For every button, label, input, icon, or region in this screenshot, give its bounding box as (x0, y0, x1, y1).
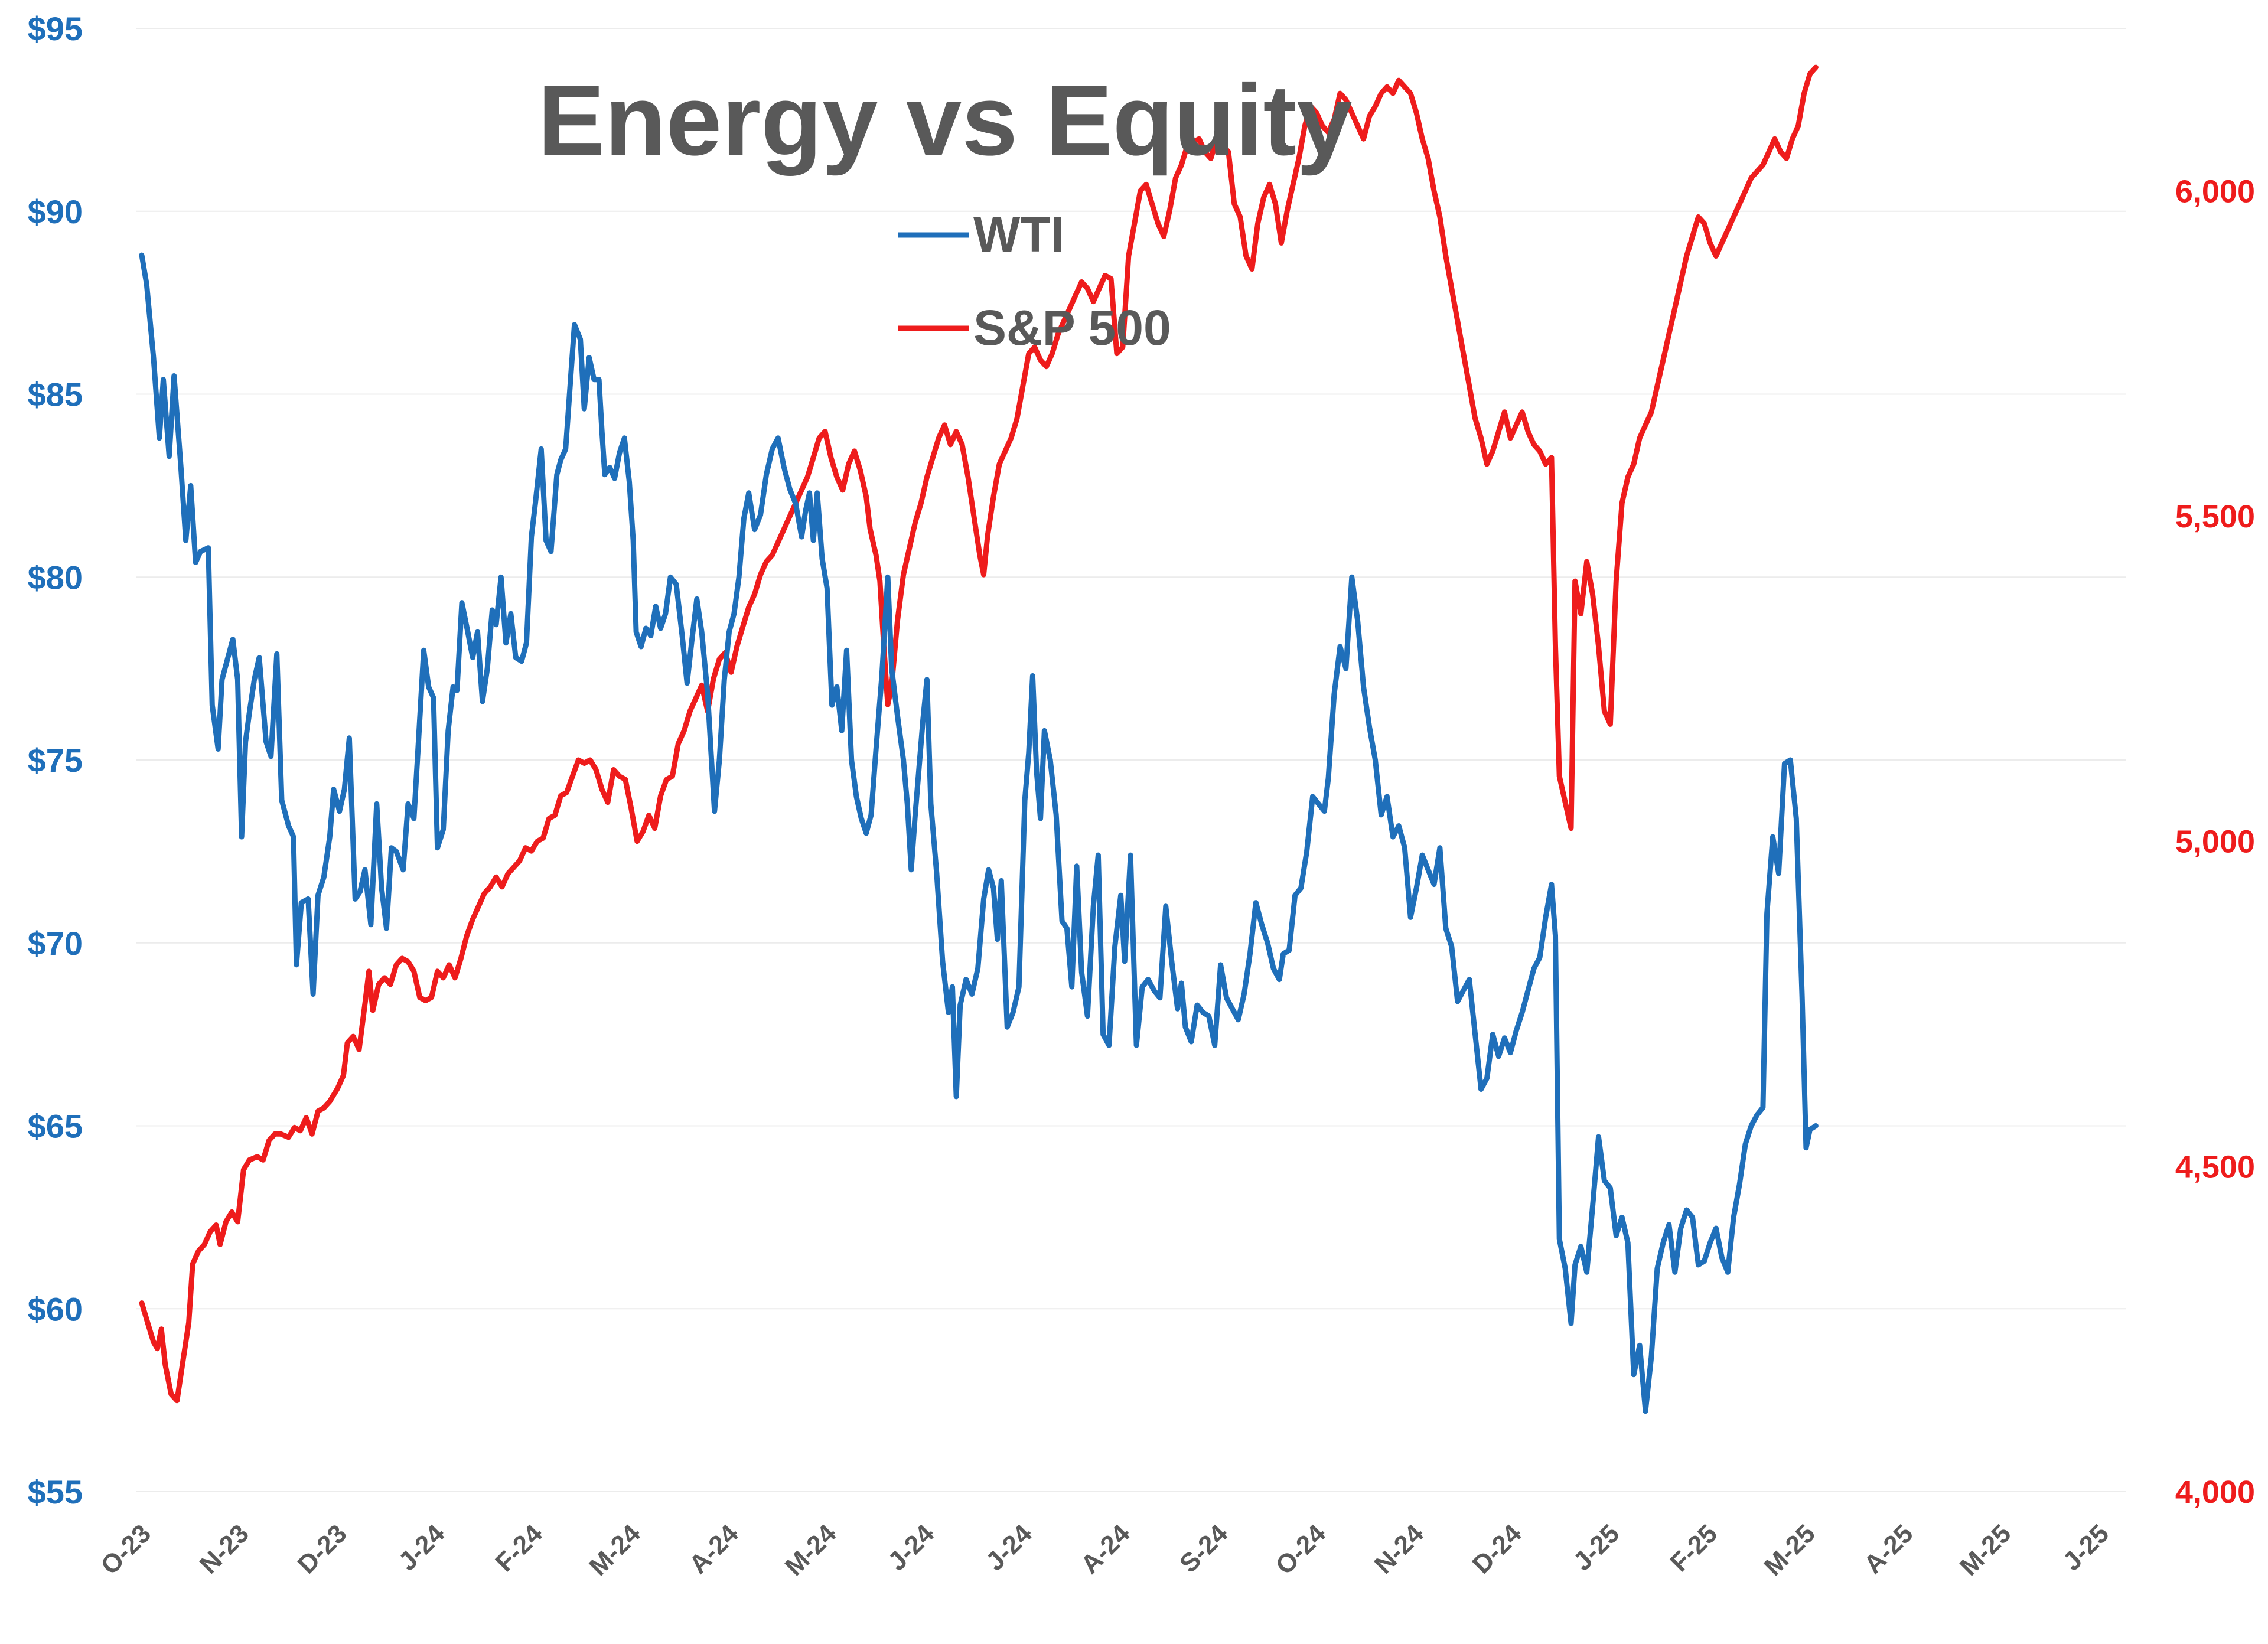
x-tick-label: N-23 (194, 1519, 255, 1579)
left-tick-label: $85 (28, 376, 83, 413)
right-tick-label: 4,000 (2175, 1475, 2255, 1510)
x-tick-label: J-24 (882, 1519, 940, 1576)
x-tick-label: J-24 (980, 1519, 1038, 1576)
left-tick-label: $95 (28, 10, 83, 47)
x-tick-label: J-25 (2057, 1519, 2114, 1576)
x-tick-label: M-25 (1758, 1519, 1821, 1581)
left-tick-label: $75 (28, 742, 83, 779)
legend-label-wti: WTI (973, 207, 1064, 262)
x-axis: O-23 N-23 D-23 J-24 F-24 M-24 A-24 M-24 J-24 J-24… (95, 1519, 2114, 1581)
series-line-sp500 (139, 64, 1819, 1404)
x-tick-label: O-23 (95, 1519, 157, 1580)
x-tick-label: D-24 (1467, 1519, 1527, 1579)
x-tick-label: A-24 (684, 1519, 744, 1579)
left-tick-label: $65 (28, 1108, 83, 1145)
right-y-axis: 4,000 4,500 5,000 5,500 6,000 (2175, 174, 2255, 1510)
x-tick-label: O-24 (1270, 1519, 1331, 1580)
x-tick-label: M-24 (780, 1519, 842, 1581)
x-tick-label: A-24 (1076, 1519, 1136, 1579)
right-tick-label: 5,500 (2175, 499, 2255, 534)
x-tick-label: D-23 (292, 1519, 352, 1579)
x-tick-label: J-25 (1568, 1519, 1625, 1576)
x-tick-label: F-25 (1665, 1519, 1723, 1577)
x-tick-label: M-24 (584, 1519, 646, 1581)
right-tick-label: 5,000 (2175, 824, 2255, 860)
left-tick-label: $55 (28, 1473, 83, 1511)
left-y-axis: $55 $60 $65 $70 $75 $80 $85 $90 $95 (28, 10, 83, 1511)
x-tick-label: S-24 (1174, 1519, 1234, 1578)
left-tick-label: $90 (28, 193, 83, 230)
right-tick-label: 4,500 (2175, 1149, 2255, 1185)
x-tick-label: F-24 (490, 1519, 548, 1577)
legend-label-sp500: S&P 500 (973, 300, 1171, 355)
x-tick-label: J-24 (393, 1519, 450, 1576)
left-tick-label: $80 (28, 559, 83, 596)
left-tick-label: $70 (28, 925, 83, 962)
x-tick-label: M-25 (1954, 1519, 2017, 1581)
x-tick-label: A-25 (1859, 1519, 1919, 1579)
chart-title: Energy vs Equity (537, 64, 1352, 177)
left-tick-label: $60 (28, 1290, 83, 1327)
x-tick-label: N-24 (1369, 1519, 1429, 1579)
legend: WTI S&P 500 (898, 207, 1171, 355)
series-line-wti (139, 252, 1819, 1414)
right-tick-label: 6,000 (2175, 174, 2255, 209)
series-lines (139, 64, 1819, 1414)
